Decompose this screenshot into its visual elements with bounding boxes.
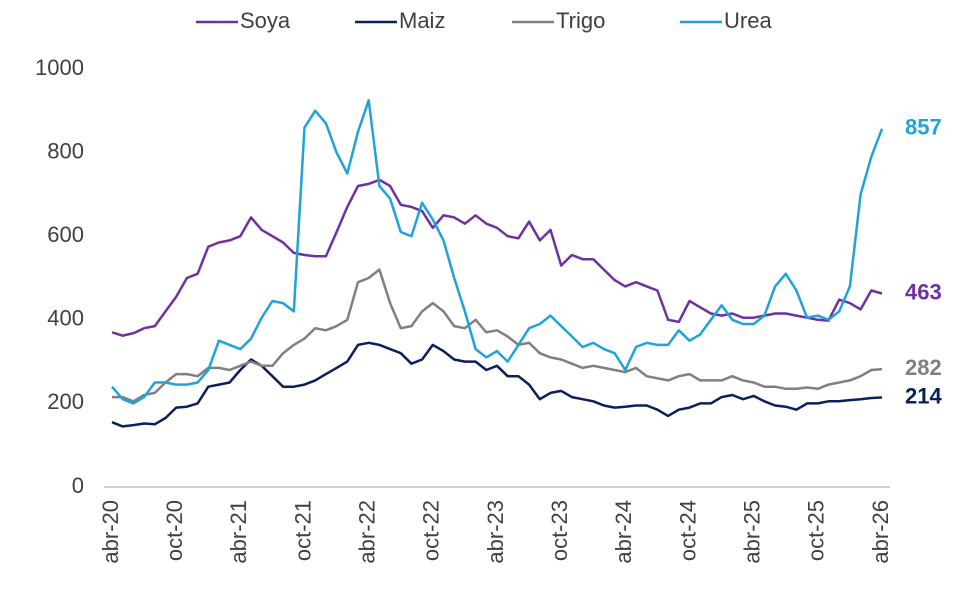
- y-tick-label: 800: [47, 138, 84, 163]
- x-tick-label: oct-24: [675, 500, 700, 561]
- series-line: [111, 178, 883, 337]
- legend-label: Trigo: [556, 8, 605, 33]
- y-tick-label: 200: [47, 389, 84, 414]
- series-line: [111, 341, 883, 428]
- x-tick-label: oct-22: [419, 500, 444, 561]
- x-tick-label: oct-20: [162, 500, 187, 561]
- legend-label: Urea: [724, 8, 772, 33]
- x-tick-label: abr-22: [354, 500, 379, 564]
- x-tick-label: abr-21: [226, 500, 251, 564]
- series-line: [112, 268, 883, 403]
- series-line: [111, 99, 884, 405]
- y-tick-label: 1000: [35, 55, 84, 80]
- end-label: 857: [905, 115, 942, 140]
- legend-label: Soya: [240, 8, 291, 33]
- x-tick-label: abr-24: [611, 500, 636, 564]
- x-tick-label: oct-21: [290, 500, 315, 561]
- y-tick-label: 400: [47, 306, 84, 331]
- legend-label: Maiz: [399, 8, 445, 33]
- x-tick-label: abr-23: [483, 500, 508, 564]
- end-label: 214: [905, 383, 942, 408]
- end-label: 282: [905, 355, 942, 380]
- x-tick-label: abr-26: [868, 500, 893, 564]
- y-tick-label: 600: [47, 222, 84, 247]
- end-label: 463: [905, 279, 942, 304]
- x-tick-label: abr-25: [739, 500, 764, 564]
- y-tick-label: 0: [72, 473, 84, 498]
- x-tick-label: oct-23: [547, 500, 572, 561]
- x-tick-label: abr-20: [98, 500, 123, 564]
- x-tick-label: oct-25: [804, 500, 829, 561]
